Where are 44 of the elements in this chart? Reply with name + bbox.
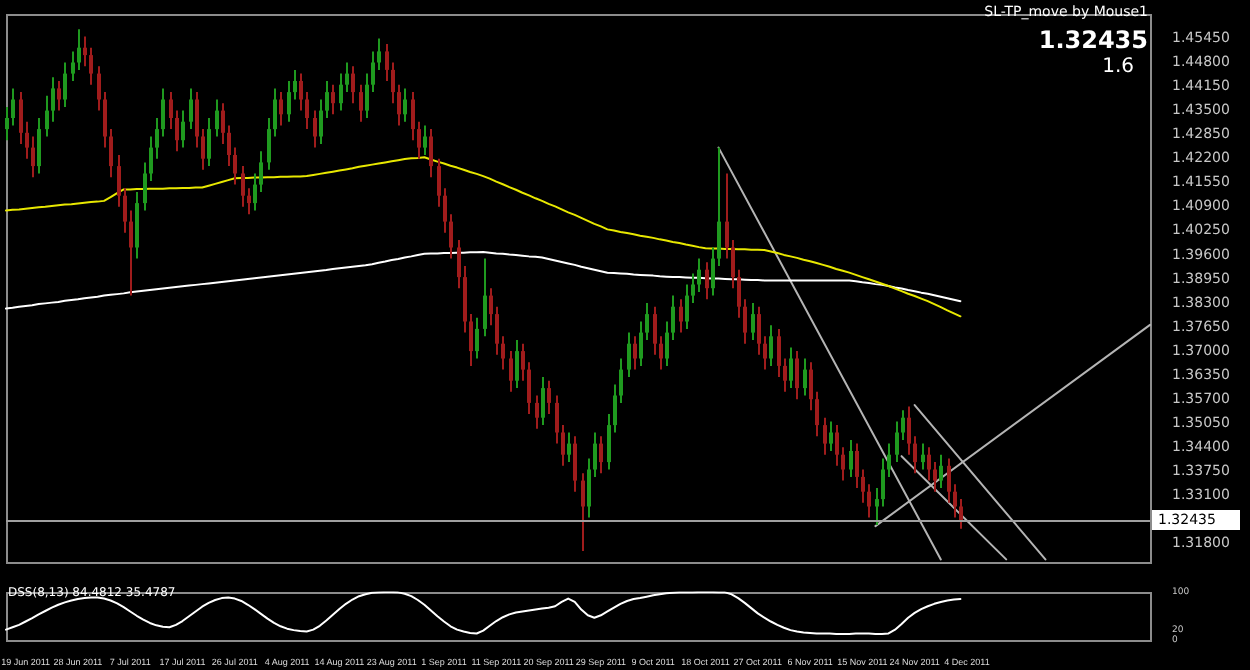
candlestick xyxy=(823,416,827,456)
candlestick xyxy=(679,298,683,334)
annotation: 1.6 xyxy=(1102,56,1134,78)
candlestick xyxy=(789,346,793,390)
candlestick xyxy=(509,350,513,393)
candlestick xyxy=(279,91,283,127)
candlestick xyxy=(331,83,335,116)
candlestick xyxy=(705,261,709,301)
candlestick xyxy=(599,435,603,475)
candlestick xyxy=(803,357,807,397)
candlestick xyxy=(547,379,551,415)
candlestick xyxy=(751,302,755,341)
candlestick xyxy=(403,87,407,123)
candlestick xyxy=(515,339,519,390)
candlestick xyxy=(573,435,577,493)
candlestick xyxy=(429,128,433,179)
candlestick xyxy=(241,165,245,208)
candlestick xyxy=(57,80,61,112)
candlestick xyxy=(189,87,193,131)
candlestick xyxy=(541,376,545,427)
candlestick xyxy=(627,331,631,378)
candlestick xyxy=(423,124,427,156)
candlestick xyxy=(37,117,41,175)
candlestick xyxy=(313,109,317,149)
candlestick xyxy=(939,453,943,489)
candlestick xyxy=(207,117,211,168)
candlestick xyxy=(535,394,539,430)
candlestick xyxy=(359,83,363,123)
candlestick xyxy=(567,431,571,464)
candlestick xyxy=(581,472,585,552)
candlestick xyxy=(769,324,773,367)
annotation: 1.32435 xyxy=(1038,26,1148,54)
candlestick xyxy=(351,65,355,105)
candlestick xyxy=(135,191,139,260)
candlestick xyxy=(633,335,637,371)
candlestick xyxy=(475,316,479,360)
candlestick xyxy=(63,61,67,108)
candlestick xyxy=(181,109,185,149)
candlestick xyxy=(849,438,853,478)
candlestick xyxy=(829,420,833,452)
candlestick xyxy=(215,98,219,138)
candlestick xyxy=(795,350,799,401)
candlestick xyxy=(483,257,487,338)
candlestick xyxy=(921,442,925,471)
